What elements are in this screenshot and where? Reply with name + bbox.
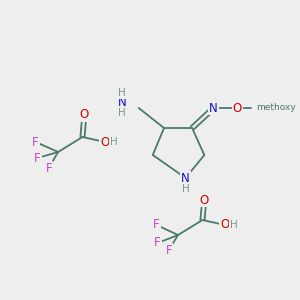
Text: F: F [32, 136, 39, 148]
Text: O: O [200, 194, 209, 206]
Text: F: F [165, 244, 172, 256]
Text: F: F [34, 152, 41, 164]
Text: N: N [118, 97, 126, 110]
Text: F: F [154, 236, 161, 250]
Text: F: F [153, 218, 160, 232]
Text: F: F [45, 161, 52, 175]
Text: O: O [100, 136, 110, 148]
Text: H: H [182, 184, 190, 194]
Text: O: O [232, 101, 242, 115]
Text: methoxy: methoxy [256, 103, 296, 112]
Text: N: N [181, 172, 190, 184]
Text: N: N [209, 101, 218, 115]
Text: H: H [230, 220, 237, 230]
Text: O: O [220, 218, 230, 232]
Text: H: H [118, 108, 126, 118]
Text: H: H [110, 137, 117, 147]
Text: O: O [80, 109, 89, 122]
Text: H: H [118, 88, 126, 98]
